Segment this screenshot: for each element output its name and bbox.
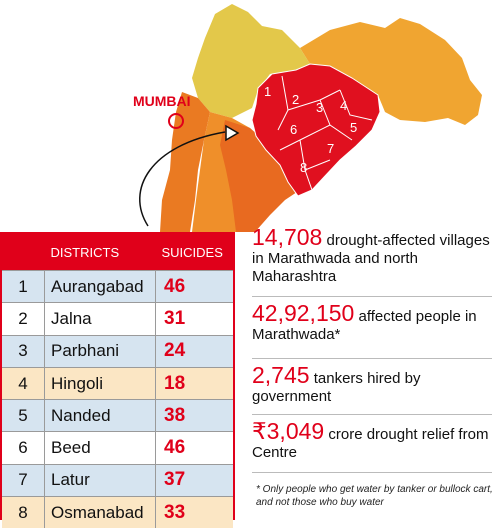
header-districts: DISTRICTS	[44, 234, 156, 271]
district-suicides-table: DISTRICTS SUICIDES 1 Aurangabad 46 2 Jal…	[0, 232, 235, 528]
table-row: 4 Hingoli 18	[2, 366, 233, 400]
maharashtra-map: 1 2 3 4 5 6 7 8 MUMBAI	[133, 4, 482, 232]
row-index: 4	[2, 366, 45, 400]
table-row: 3 Parbhani 24	[2, 334, 233, 368]
row-suicides: 37	[155, 463, 233, 497]
row-suicides: 38	[155, 399, 233, 432]
row-suicides: 46	[155, 269, 233, 303]
fact-divider	[252, 472, 492, 473]
fact-villages-text: drought-affected villages in Marathwada …	[252, 232, 490, 285]
row-index: 5	[2, 399, 45, 432]
row-district: Osmanabad	[44, 496, 156, 528]
map-region-north	[192, 4, 310, 118]
table-row: 7 Latur 37	[2, 463, 233, 497]
table-header-row: DISTRICTS SUICIDES	[2, 234, 233, 271]
fact-tankers-number: 2,745	[252, 362, 310, 388]
table-row: 1 Aurangabad 46	[2, 269, 233, 303]
header-suicides: SUICIDES	[155, 234, 233, 271]
row-suicides: 31	[155, 302, 233, 336]
district-number-3: 3	[316, 100, 323, 115]
table-row: 8 Osmanabad 33	[2, 496, 233, 528]
fact-divider	[252, 358, 492, 359]
fact-people-text: affected people in Marathwada*	[252, 308, 477, 343]
map-region-marathwada	[251, 63, 381, 197]
fact-villages: 14,708 drought-affected villages in Mara…	[252, 226, 497, 286]
district-borders	[277, 75, 373, 191]
fact-people-number: 42,92,150	[252, 300, 355, 326]
map-region-east	[300, 18, 482, 125]
row-suicides: 24	[155, 334, 233, 368]
fact-divider	[252, 414, 492, 415]
district-number-4: 4	[340, 98, 347, 113]
row-district: Jalna	[44, 302, 156, 336]
row-index: 6	[2, 431, 45, 465]
fact-villages-number: 14,708	[252, 224, 323, 250]
district-number-8: 8	[300, 160, 307, 175]
district-number-1: 1	[264, 84, 271, 99]
table-row: 6 Beed 46	[2, 431, 233, 465]
district-number-5: 5	[350, 120, 357, 135]
row-district: Latur	[44, 463, 156, 497]
map-region-west-coast	[160, 92, 210, 232]
arrow-head-icon	[225, 124, 240, 142]
table-row: 5 Nanded 38	[2, 399, 233, 432]
row-index: 2	[2, 302, 45, 336]
fact-tankers: 2,745 tankers hired by government	[252, 364, 497, 406]
curved-arrow-icon	[139, 131, 226, 227]
fact-relief-text: crore drought relief from Centre	[252, 426, 489, 461]
fact-divider	[252, 296, 492, 297]
row-suicides: 33	[155, 496, 233, 528]
district-number-6: 6	[290, 122, 297, 137]
row-suicides: 18	[155, 366, 233, 400]
mumbai-marker-icon	[168, 113, 184, 129]
fact-relief-number: ₹3,049	[252, 418, 325, 444]
footnote: * Only people who get water by tanker or…	[256, 484, 493, 508]
row-district: Nanded	[44, 399, 156, 432]
row-index: 3	[2, 334, 45, 368]
district-number-7: 7	[327, 141, 334, 156]
district-number-2: 2	[292, 92, 299, 107]
fact-people: 42,92,150 affected people in Marathwada*	[252, 302, 497, 344]
row-district: Hingoli	[44, 366, 156, 400]
table-row: 2 Jalna 31	[2, 302, 233, 336]
row-district: Beed	[44, 431, 156, 465]
map-region-south	[220, 120, 300, 232]
row-index: 7	[2, 463, 45, 497]
row-district: Parbhani	[44, 334, 156, 368]
row-district: Aurangabad	[44, 269, 156, 303]
header-index	[2, 234, 45, 271]
row-suicides: 46	[155, 431, 233, 465]
fact-tankers-text: tankers hired by government	[252, 370, 421, 405]
mumbai-label: MUMBAI	[133, 93, 191, 109]
row-index: 1	[2, 269, 45, 303]
row-index: 8	[2, 496, 45, 528]
fact-relief: ₹3,049 crore drought relief from Centre	[252, 420, 497, 462]
